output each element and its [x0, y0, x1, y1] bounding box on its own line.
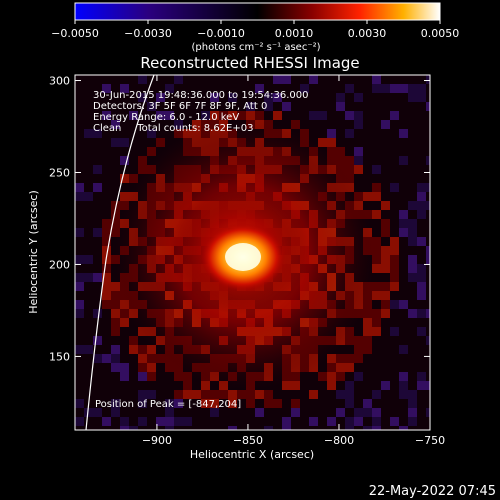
y-tick-label: 300: [49, 75, 70, 88]
x-tick-label: −900: [142, 434, 172, 447]
x-tick-label: −750: [415, 434, 445, 447]
colorbar-ticks: −0.0050 −0.0030 −0.0010 0.0010 0.0030 0.0050: [51, 20, 459, 40]
timestamp: 22-May-2022 07:45: [369, 484, 496, 499]
annotation-peak-position: Position of Peak = [-847,204]: [95, 399, 241, 410]
y-tick-label: 200: [49, 258, 70, 271]
colorbar-unit-label: (photons cm⁻² s⁻¹ asec⁻²): [191, 42, 320, 53]
y-tick-label: 150: [49, 350, 70, 363]
annotation-energy-range: Energy Range: 6.0 - 12.0 keV: [93, 112, 239, 123]
annotation-total-counts: Clean Total counts: 8.62E+03: [93, 123, 253, 134]
colorbar-tick-label: −0.0010: [197, 27, 245, 40]
annotation-detectors: Detectors: 3F 5F 6F 7F 8F 9F, Att 0: [93, 101, 267, 112]
x-tick-label: −850: [233, 434, 263, 447]
heatmap-image: [75, 75, 430, 430]
colorbar: [74, 2, 441, 21]
y-axis-label: Heliocentric Y (arcsec): [27, 190, 40, 314]
axis-ticks: −900 −850 −800 −750 150 200 250 300: [49, 75, 445, 447]
solar-limb: [85, 75, 155, 430]
y-tick-label: 250: [49, 166, 70, 179]
annotation-time-range: 30-Jun-2015 19:48:36.000 to 19:54:36.000: [93, 90, 309, 101]
colorbar-tick-label: 0.0030: [348, 27, 387, 40]
colorbar-tick-label: 0.0050: [421, 27, 460, 40]
colorbar-tick-label: 0.0010: [275, 27, 314, 40]
colorbar-tick-label: −0.0050: [51, 27, 99, 40]
colorbar-tick-label: −0.0030: [124, 27, 172, 40]
plot-frame: [74, 74, 431, 431]
chart-title: Reconstructed RHESSI Image: [140, 54, 359, 72]
x-axis-label: Heliocentric X (arcsec): [190, 448, 314, 461]
x-tick-label: −800: [324, 434, 354, 447]
